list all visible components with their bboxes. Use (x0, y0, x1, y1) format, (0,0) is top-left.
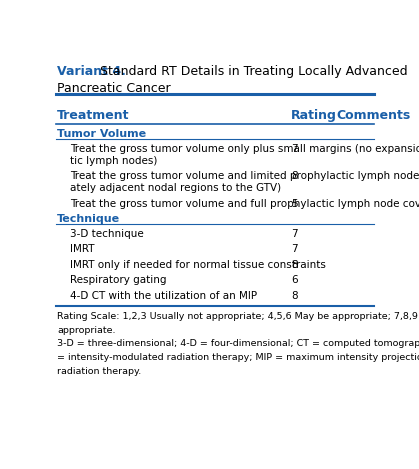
Text: Comments: Comments (336, 109, 411, 122)
Text: 6: 6 (291, 275, 297, 285)
Text: ately adjacent nodal regions to the GTV): ately adjacent nodal regions to the GTV) (70, 183, 282, 193)
Text: Treat the gross tumor volume and full prophylactic lymph node coverage: Treat the gross tumor volume and full pr… (70, 198, 419, 209)
Text: Rating: Rating (291, 109, 337, 122)
Text: 8: 8 (291, 171, 297, 181)
Text: IMRT: IMRT (70, 244, 95, 254)
Text: 7: 7 (291, 228, 297, 239)
Text: 5: 5 (291, 198, 297, 209)
Text: Tumor Volume: Tumor Volume (57, 129, 146, 139)
Text: Standard RT Details in Treating Locally Advanced: Standard RT Details in Treating Locally … (96, 65, 407, 78)
Text: Rating Scale: 1,2,3 Usually not appropriate; 4,5,6 May be appropriate; 7,8,9 Usu: Rating Scale: 1,2,3 Usually not appropri… (57, 312, 419, 321)
Text: radiation therapy.: radiation therapy. (57, 367, 142, 376)
Text: tic lymph nodes): tic lymph nodes) (70, 156, 158, 166)
Text: 7: 7 (291, 244, 297, 254)
Text: IMRT only if needed for normal tissue constraints: IMRT only if needed for normal tissue co… (70, 260, 326, 270)
Text: appropriate.: appropriate. (57, 325, 116, 335)
Text: 8: 8 (291, 291, 297, 301)
Text: = intensity-modulated radiation therapy; MIP = maximum intensity projection; RT : = intensity-modulated radiation therapy;… (57, 353, 419, 362)
Text: Respiratory gating: Respiratory gating (70, 275, 167, 285)
Text: 4-D CT with the utilization of an MIP: 4-D CT with the utilization of an MIP (70, 291, 257, 301)
Text: 7: 7 (291, 144, 297, 154)
Text: 3-D technique: 3-D technique (70, 228, 144, 239)
Text: Treat the gross tumor volume and limited prophylactic lymph nodes (ie, only imme: Treat the gross tumor volume and limited… (70, 171, 419, 181)
Text: Technique: Technique (57, 214, 120, 224)
Text: 3-D = three-dimensional; 4-D = four-dimensional; CT = computed tomography; IMRT: 3-D = three-dimensional; 4-D = four-dime… (57, 340, 419, 348)
Text: Treat the gross tumor volume only plus small margins (no expansion for prophylac: Treat the gross tumor volume only plus s… (70, 144, 419, 154)
Text: Variant 4.: Variant 4. (57, 65, 126, 78)
Text: 8: 8 (291, 260, 297, 270)
Text: Pancreatic Cancer: Pancreatic Cancer (57, 82, 171, 95)
Text: Treatment: Treatment (57, 109, 130, 122)
